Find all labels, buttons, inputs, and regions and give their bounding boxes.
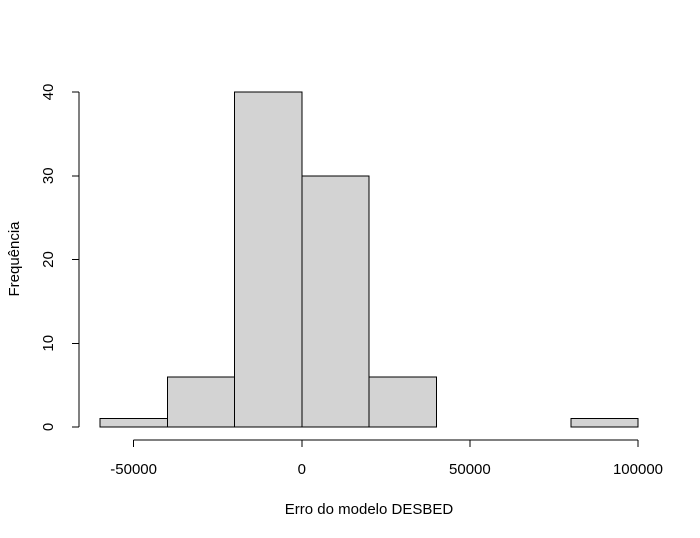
y-tick-label: 40 [40, 84, 57, 101]
histogram-bar [301, 175, 370, 428]
y-axis: 0 10 20 30 40 [40, 84, 80, 431]
histogram-bar [99, 418, 168, 428]
histogram-bar [234, 91, 303, 428]
x-tick-label: 100000 [613, 461, 663, 478]
x-axis: -50000 0 50000 100000 [110, 439, 663, 478]
y-tick-label: 10 [40, 335, 57, 352]
x-axis-label: Erro do modelo DESBED [285, 501, 454, 518]
y-tick-label: 30 [40, 167, 57, 184]
x-tick-label: -50000 [110, 461, 157, 478]
histogram-bar [166, 376, 235, 428]
y-tick-label: 20 [40, 251, 57, 268]
histogram-bar [570, 418, 639, 428]
histogram-bars [99, 91, 639, 428]
y-tick-label: 0 [40, 423, 57, 431]
y-axis-label: Frequência [6, 221, 23, 297]
x-tick-label: 0 [298, 461, 306, 478]
x-tick-label: 50000 [449, 461, 491, 478]
histogram-bar [368, 376, 437, 428]
